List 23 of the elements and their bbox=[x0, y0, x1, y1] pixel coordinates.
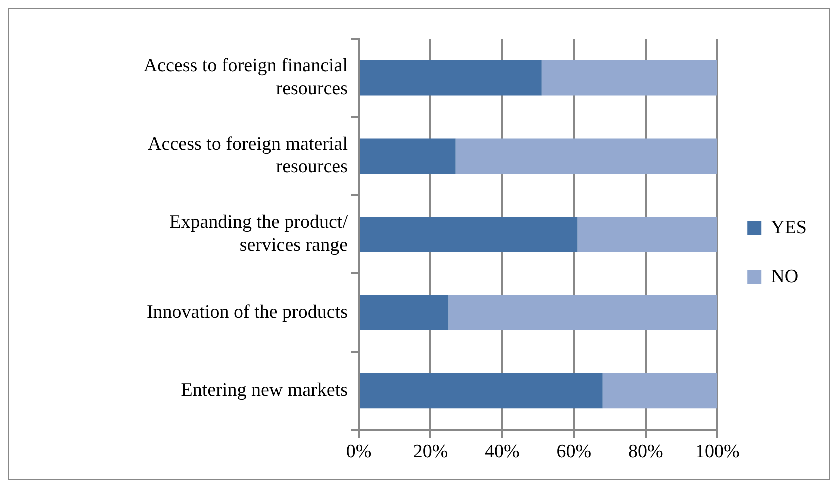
y-tick-label: Access to foreign material resources bbox=[148, 134, 348, 178]
legend-label: YES bbox=[771, 217, 808, 238]
bar bbox=[448, 295, 718, 330]
x-tick-label: 60% bbox=[556, 442, 592, 463]
x-tick-label: 20% bbox=[413, 442, 448, 463]
y-tick-label: Entering new markets bbox=[181, 380, 348, 402]
x-tick-label: 0% bbox=[346, 442, 372, 463]
bar bbox=[542, 60, 718, 96]
legend-label: NO bbox=[771, 266, 799, 288]
bar bbox=[360, 373, 603, 409]
x-tick-label: 40% bbox=[485, 442, 520, 463]
bar bbox=[360, 216, 578, 252]
bar bbox=[360, 60, 542, 96]
bar bbox=[456, 138, 718, 174]
x-tick-label: 100% bbox=[695, 442, 740, 463]
y-tick-label: Expanding the product/ services range bbox=[170, 212, 349, 256]
y-tick-label: Innovation of the products bbox=[146, 302, 348, 323]
y-tick-label: Access to foreign financial resources bbox=[144, 56, 348, 100]
bar bbox=[602, 373, 718, 409]
bar bbox=[360, 295, 449, 330]
bar bbox=[360, 138, 456, 174]
x-tick-label: 80% bbox=[628, 442, 664, 463]
bar bbox=[578, 216, 718, 252]
